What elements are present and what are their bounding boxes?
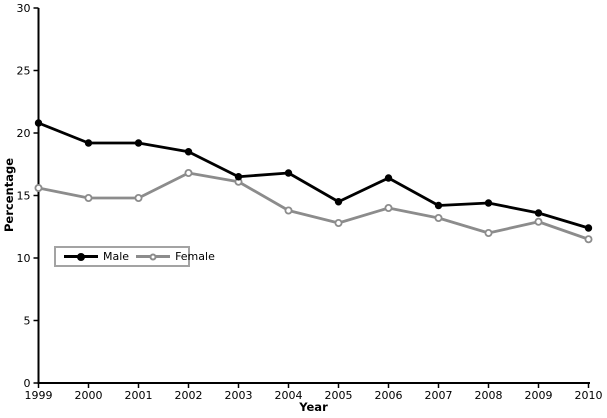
male-data-point <box>184 148 193 156</box>
female-data-point <box>384 203 393 212</box>
legend: Male Female <box>54 246 215 267</box>
y-tick-label: 15 <box>17 189 31 202</box>
female-data-point <box>484 228 493 237</box>
x-tick-label: 2002 <box>175 389 203 402</box>
y-tick-label: 0 <box>24 377 31 390</box>
male-series-swatch-icon <box>64 252 98 261</box>
y-tick-label: 20 <box>17 127 31 140</box>
legend-label-female: Female <box>175 250 215 263</box>
y-axis-title: Percentage <box>2 158 16 232</box>
y-tick-label: 25 <box>17 64 31 77</box>
female-line <box>37 171 590 241</box>
male-data-point <box>384 174 393 182</box>
male-data-point <box>134 139 143 147</box>
male-data-point <box>534 209 543 217</box>
x-tick-label: 2005 <box>325 389 353 402</box>
male-data-point <box>34 119 43 127</box>
x-tick-label: 2006 <box>375 389 403 402</box>
female-data-point <box>334 218 343 227</box>
female-data-point <box>34 183 43 192</box>
x-tick-label: 2008 <box>475 389 503 402</box>
x-tick-label: 2010 <box>575 389 603 402</box>
y-tick-label: 5 <box>24 314 31 327</box>
male-data-point <box>484 199 493 207</box>
x-tick-label: 2009 <box>525 389 553 402</box>
female-data-point <box>84 193 93 202</box>
x-tick-label: 2001 <box>125 389 153 402</box>
female-data-point <box>284 206 293 215</box>
male-data-point <box>284 169 293 177</box>
female-data-point <box>184 168 193 177</box>
x-tick-label: 2000 <box>75 389 103 402</box>
female-data-point <box>584 235 593 244</box>
male-data-point <box>584 224 593 232</box>
legend-label-male: Male <box>103 250 130 263</box>
female-data-point <box>534 217 543 226</box>
female-data-point <box>434 213 443 222</box>
female-data-point <box>134 193 143 202</box>
y-tick-label: 30 <box>17 2 31 15</box>
y-tick-label: 10 <box>17 252 31 265</box>
x-tick-label: 1999 <box>25 389 53 402</box>
female-legend-marker-icon <box>149 253 157 260</box>
x-tick-label: 2004 <box>275 389 303 402</box>
x-axis-title: Year <box>299 400 328 414</box>
x-tick-label: 2003 <box>225 389 253 402</box>
male-data-point <box>434 201 443 210</box>
male-legend-marker-icon <box>77 252 85 261</box>
male-line <box>37 121 590 230</box>
x-tick-label: 2007 <box>425 389 453 402</box>
male-data-point <box>234 173 243 181</box>
male-data-point <box>334 198 343 206</box>
male-data-point <box>84 139 93 147</box>
female-series-swatch-icon <box>136 252 171 261</box>
